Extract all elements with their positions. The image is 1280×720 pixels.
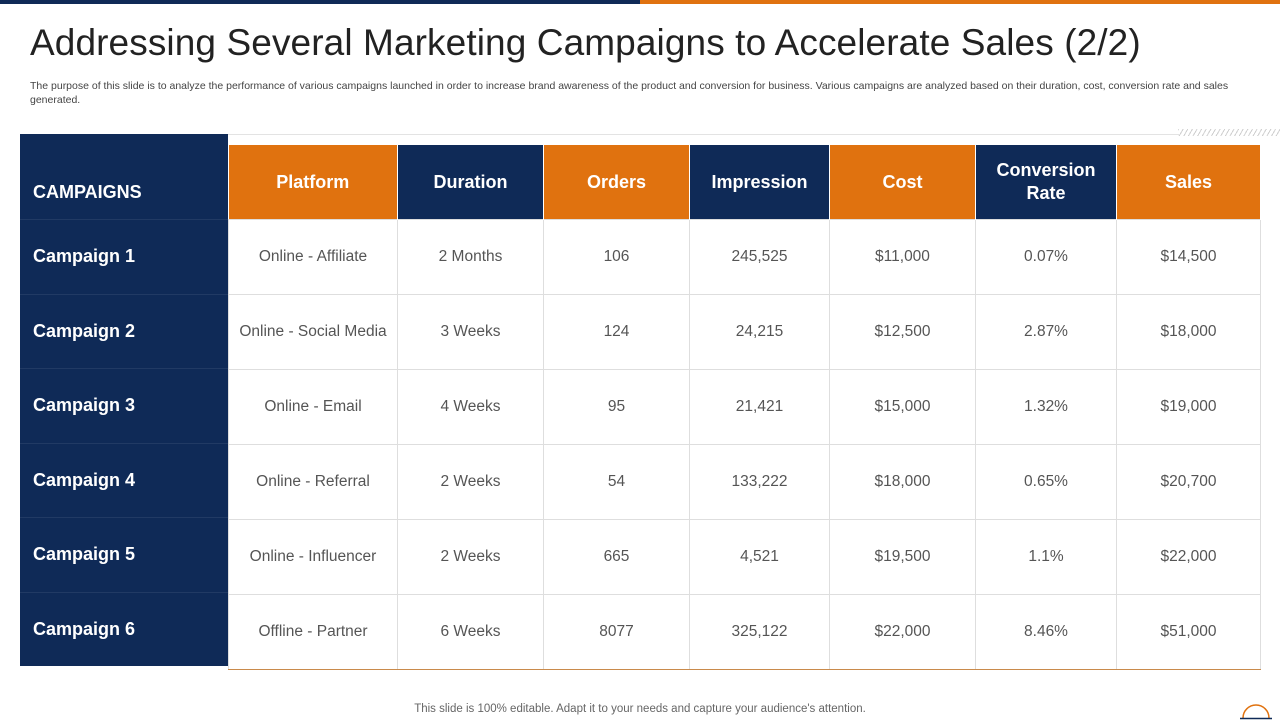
table-cell: Online - Referral bbox=[228, 444, 398, 520]
column-header-sales: Sales bbox=[1116, 145, 1261, 220]
table-cell: $12,500 bbox=[829, 294, 976, 370]
table-cell: 24,215 bbox=[689, 294, 830, 370]
column-header-conversion-rate: Conversion Rate bbox=[975, 145, 1117, 220]
table-cell: Online - Social Media bbox=[228, 294, 398, 370]
campaign-label: Campaign 6 bbox=[20, 591, 228, 666]
table-row: Offline - Partner 6 Weeks 8077 325,122 $22,0… bbox=[228, 594, 1261, 670]
table-cell: 245,525 bbox=[689, 219, 830, 295]
table-cell: $15,000 bbox=[829, 369, 976, 445]
table-cell: 4 Weeks bbox=[397, 369, 544, 445]
table-cell: 0.65% bbox=[975, 444, 1117, 520]
table-cell: 665 bbox=[543, 519, 690, 595]
top-accent-bar bbox=[0, 0, 1280, 4]
table-cell: $18,000 bbox=[1116, 294, 1261, 370]
table-cell: 2 Months bbox=[397, 219, 544, 295]
table-header-row: Platform Duration Orders Impression Cost Conv… bbox=[228, 145, 1261, 220]
table-cell: Online - Email bbox=[228, 369, 398, 445]
table-cell: 1.1% bbox=[975, 519, 1117, 595]
top-accent-navy bbox=[0, 0, 640, 4]
table-cell: $18,000 bbox=[829, 444, 976, 520]
table-cell: 8.46% bbox=[975, 594, 1117, 670]
table-row: Online - Referral 2 Weeks 54 133,222 $18,000… bbox=[228, 444, 1261, 520]
table-cell: 325,122 bbox=[689, 594, 830, 670]
table-cell: $20,700 bbox=[1116, 444, 1261, 520]
table-cell: 95 bbox=[543, 369, 690, 445]
campaigns-header: CAMPAIGNS bbox=[33, 182, 142, 202]
column-header-orders: Orders bbox=[543, 145, 690, 220]
table-cell: Offline - Partner bbox=[228, 594, 398, 670]
table-cell: 2 Weeks bbox=[397, 519, 544, 595]
table-top-divider bbox=[228, 134, 1180, 135]
table-cell: $14,500 bbox=[1116, 219, 1261, 295]
table-row: Online - Social Media 3 Weeks 124 24,215 $12… bbox=[228, 294, 1261, 370]
footer-note: This slide is 100% editable. Adapt it to… bbox=[414, 703, 866, 715]
table-cell: $51,000 bbox=[1116, 594, 1261, 670]
table-cell: 6 Weeks bbox=[397, 594, 544, 670]
column-header-impression: Impression bbox=[689, 145, 830, 220]
page-title: Addressing Several Marketing Campaigns t… bbox=[30, 22, 1141, 63]
campaign-label: Campaign 2 bbox=[20, 293, 228, 368]
table-cell: 1.32% bbox=[975, 369, 1117, 445]
campaign-label: Campaign 5 bbox=[20, 517, 228, 591]
table-row: Online - Affiliate 2 Months 106 245,525 $11,… bbox=[228, 219, 1261, 295]
table-cell: $19,000 bbox=[1116, 369, 1261, 445]
table-cell: 54 bbox=[543, 444, 690, 520]
column-header-duration: Duration bbox=[397, 145, 544, 220]
table-cell: 8077 bbox=[543, 594, 690, 670]
table-cell: 3 Weeks bbox=[397, 294, 544, 370]
table-row: Online - Influencer 2 Weeks 665 4,521 $19,50… bbox=[228, 519, 1261, 595]
table-cell: $11,000 bbox=[829, 219, 976, 295]
campaign-table: Platform Duration Orders Impression Cost Conv… bbox=[228, 145, 1261, 670]
table-cell: $22,000 bbox=[829, 594, 976, 670]
table-cell: 21,421 bbox=[689, 369, 830, 445]
table-cell: 4,521 bbox=[689, 519, 830, 595]
table-cell: 124 bbox=[543, 294, 690, 370]
table-cell: 133,222 bbox=[689, 444, 830, 520]
circle-outline-icon bbox=[1240, 704, 1272, 720]
campaign-label: Campaign 1 bbox=[20, 219, 228, 293]
column-header-cost: Cost bbox=[829, 145, 976, 220]
campaign-label: Campaign 4 bbox=[20, 442, 228, 517]
table-cell: 2.87% bbox=[975, 294, 1117, 370]
table-cell: Online - Affiliate bbox=[228, 219, 398, 295]
table-cell: $19,500 bbox=[829, 519, 976, 595]
page-description: The purpose of this slide is to analyze … bbox=[30, 80, 1229, 106]
table-row: Online - Email 4 Weeks 95 21,421 $15,000 1.32… bbox=[228, 369, 1261, 445]
campaigns-column: CAMPAIGNS Campaign 1 Campaign 2 Campaign 3… bbox=[20, 134, 228, 666]
column-header-platform: Platform bbox=[228, 145, 398, 220]
table-cell: 2 Weeks bbox=[397, 444, 544, 520]
hatch-decoration bbox=[1178, 129, 1280, 136]
table-cell: 106 bbox=[543, 219, 690, 295]
top-accent-orange bbox=[640, 0, 1280, 4]
table-cell: 0.07% bbox=[975, 219, 1117, 295]
table-cell: $22,000 bbox=[1116, 519, 1261, 595]
table-cell: Online - Influencer bbox=[228, 519, 398, 595]
campaign-label: Campaign 3 bbox=[20, 368, 228, 442]
